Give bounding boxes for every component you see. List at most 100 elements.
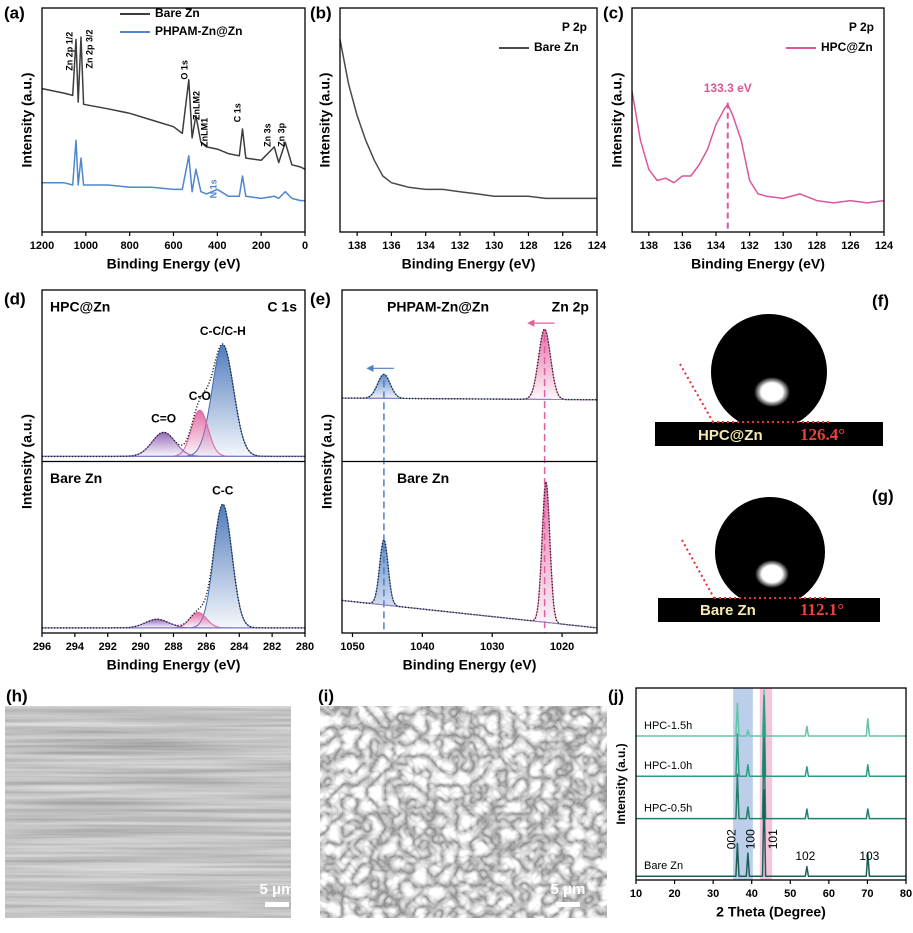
chart-title: P 2p	[849, 20, 874, 34]
tangent-dots	[681, 539, 715, 599]
envelope	[341, 328, 597, 401]
panel-label: (j)	[608, 686, 624, 705]
panel-label: (c)	[603, 3, 624, 22]
peak-label: C-O	[189, 389, 211, 403]
sample-label: HPC@Zn	[50, 299, 110, 315]
peak-annotation: 002	[725, 829, 739, 849]
series-line	[636, 737, 906, 820]
legend-label: Bare Zn	[534, 40, 579, 54]
x-tick-label: 286	[197, 641, 215, 653]
series-line	[42, 139, 305, 202]
fitted-peak	[42, 431, 305, 457]
x-tick-label: 126	[554, 240, 572, 252]
contact-angle: 126.4°	[800, 425, 845, 444]
panel-label: (g)	[872, 486, 894, 505]
panel-g: (g) Bare Zn 112.1°	[658, 486, 894, 622]
y-axis-label: Intensity (a.u.)	[19, 73, 35, 168]
fitted-peak	[341, 539, 598, 629]
series-line	[41, 36, 306, 170]
peak-annotation: C 1s	[232, 103, 242, 122]
x-tick-label: 136	[382, 240, 400, 252]
x-axis-label: Binding Energy (eV)	[402, 256, 536, 272]
tangent-dots	[679, 363, 714, 423]
series-line	[636, 789, 906, 877]
sem-image	[320, 706, 607, 918]
droplet	[711, 314, 827, 430]
peak-label: C-C/C-H	[200, 324, 246, 338]
series-line	[631, 90, 885, 204]
x-tick-label: 1200	[30, 240, 54, 252]
x-tick-label: 134	[707, 240, 726, 252]
droplet	[715, 497, 825, 607]
peak-annotation: ZnLM1	[199, 118, 209, 147]
x-tick-label: 0	[302, 240, 308, 252]
panel-label: (a)	[4, 3, 25, 22]
panel-label: (e)	[310, 289, 331, 308]
scale-bar	[265, 902, 289, 907]
x-tick-label: 130	[485, 240, 503, 252]
x-tick-label: 400	[208, 240, 226, 252]
x-axis-label: Binding Energy (eV)	[403, 657, 537, 673]
plot-frame	[339, 7, 598, 233]
x-axis-label: Binding Energy (eV)	[691, 256, 825, 272]
fitted-peak	[42, 618, 305, 629]
peak-annotation: 103	[859, 849, 879, 863]
plot-frame	[631, 7, 885, 233]
peak-annotation: 102	[795, 849, 815, 863]
fit-baseline	[341, 600, 598, 629]
x-tick-label: 134	[416, 240, 435, 252]
substrate	[655, 422, 883, 446]
series-line	[339, 39, 597, 200]
plot-frame	[341, 289, 598, 634]
y-axis-label: Intensity (a.u.)	[19, 414, 35, 509]
panel-f: (f) HPC@Zn 126.4°	[655, 291, 889, 446]
peak-label: C-C	[212, 484, 234, 498]
sample-label: PHPAM-Zn@Zn	[387, 299, 489, 315]
peak-annotation: Zn 2p 1/2	[64, 32, 74, 71]
x-tick-label: 284	[230, 641, 249, 653]
x-tick-label: 280	[296, 641, 314, 653]
x-tick-label: 136	[673, 240, 691, 252]
x-tick-label: 1020	[550, 641, 574, 653]
legend-label: Bare Zn	[155, 6, 200, 20]
panel-label: (h)	[6, 686, 28, 705]
chart-title: Zn 2p	[552, 299, 589, 315]
x-tick-label: 200	[252, 240, 270, 252]
x-tick-label: 124	[588, 240, 607, 252]
panel-label: (i)	[318, 686, 334, 705]
x-tick-label: 600	[164, 240, 182, 252]
x-axis-label: Binding Energy (eV)	[107, 657, 241, 673]
x-tick-label: 290	[131, 641, 149, 653]
x-tick-label: 70	[861, 888, 873, 900]
x-tick-label: 1030	[480, 641, 504, 653]
chart-title: C 1s	[267, 299, 297, 315]
highlight-band	[759, 688, 773, 880]
x-tick-label: 138	[640, 240, 658, 252]
x-tick-label: 1050	[340, 641, 364, 653]
x-tick-label: 128	[808, 240, 826, 252]
x-tick-label: 294	[66, 641, 85, 653]
droplet-reflection	[754, 377, 790, 407]
x-tick-label: 20	[668, 888, 680, 900]
series-label: Bare Zn	[644, 860, 683, 872]
panel-label: (d)	[4, 289, 26, 308]
x-tick-label: 126	[841, 240, 859, 252]
x-tick-label: 80	[900, 888, 912, 900]
legend-label: PHPAM-Zn@Zn	[155, 24, 242, 38]
series-label: HPC-1.5h	[644, 720, 692, 732]
x-tick-label: 138	[348, 240, 366, 252]
x-tick-label: 40	[746, 888, 758, 900]
y-axis-label: Intensity (a.u.)	[317, 73, 333, 168]
plot-frame	[635, 687, 907, 881]
x-tick-label: 296	[33, 641, 51, 653]
sample-label: Bare Zn	[50, 470, 102, 486]
x-axis-label: Binding Energy (eV)	[107, 256, 241, 272]
x-tick-label: 288	[164, 641, 182, 653]
peak-annotation: 100	[744, 829, 758, 849]
x-tick-label: 282	[263, 641, 281, 653]
x-tick-label: 124	[875, 240, 894, 252]
panel-label: (b)	[310, 3, 332, 22]
peak-annotation: 101	[766, 829, 780, 849]
x-tick-label: 128	[519, 240, 537, 252]
